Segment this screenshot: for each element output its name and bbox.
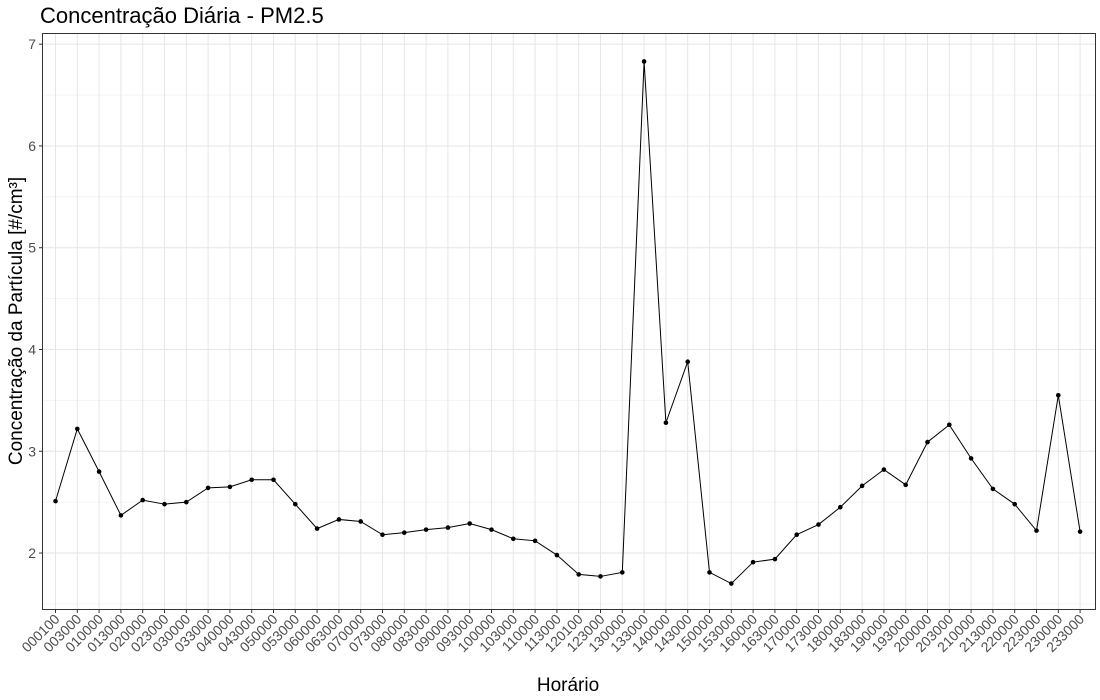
data-point [859,483,865,489]
data-point [445,525,451,530]
data-point [685,359,690,364]
data-point [140,497,145,503]
data-point [1012,501,1017,507]
data-point [205,485,211,491]
data-point [227,484,233,490]
data-point [75,426,80,432]
data-point [576,572,581,577]
data-point [380,532,385,538]
y-tick-label: 3 [28,443,36,459]
data-point [903,482,908,488]
data-point [729,581,734,586]
data-point [162,501,167,507]
data-point [249,477,254,483]
data-point [358,519,364,524]
data-point [598,574,603,579]
data-point [336,517,342,522]
data-point [314,526,320,531]
data-point [554,552,560,558]
y-tick-label: 6 [28,138,36,154]
data-point [838,504,843,510]
data-point [641,59,647,64]
data-point [1077,529,1083,534]
y-tick-label: 5 [28,240,36,256]
axes: 2345670001000030000100000130000200000230… [18,36,1087,655]
y-tick-label: 4 [28,341,36,357]
y-tick-label: 2 [28,545,36,561]
data-point [816,522,821,527]
data-point [467,521,473,526]
plot-panel [42,33,1096,610]
data-point [794,532,799,538]
chart-title: Concentração Diária - PM2.5 [40,3,324,28]
data-point [511,536,516,542]
x-axis-title: Horário [537,675,599,696]
data-point [990,486,996,492]
data-point [423,527,429,532]
data-point [293,501,298,507]
data-point [750,559,756,565]
data-point [96,469,102,474]
data-point [402,530,407,535]
data-point [881,467,887,472]
data-point [947,422,952,428]
series-pm25 [53,59,1083,586]
data-point [184,499,189,505]
y-tick-label: 7 [28,36,36,52]
data-point [620,570,625,575]
data-point [271,477,276,483]
data-point [489,527,494,532]
data-point [663,420,669,426]
data-point [118,513,124,518]
data-point [1056,392,1061,398]
data-point [1034,528,1039,533]
y-axis-title: Concentração da Partícula [#/cm³] [6,177,27,465]
series-line [55,61,1081,585]
grid [43,34,1095,609]
data-point [53,498,58,504]
data-point [925,439,930,445]
data-point [772,556,778,562]
data-point [532,538,538,544]
data-point [707,570,712,575]
data-point [968,456,974,461]
